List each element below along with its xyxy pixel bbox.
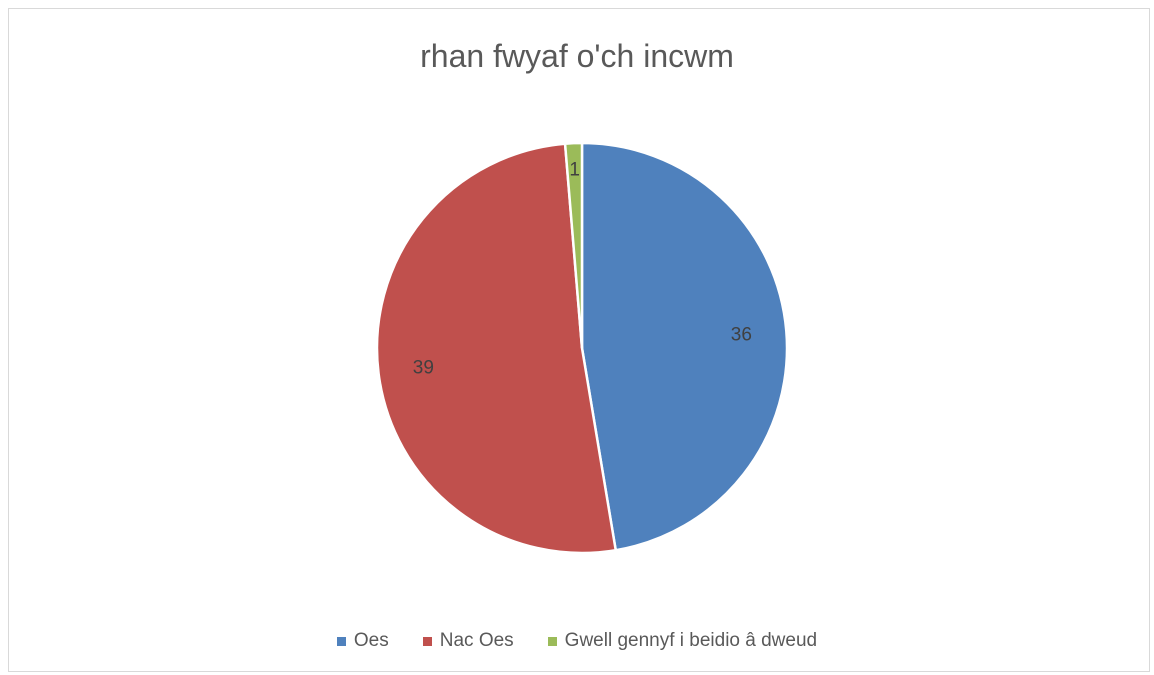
legend-label: Nac Oes [439, 630, 514, 651]
chart-title: rhan fwyaf o'ch incwm [420, 38, 734, 74]
data-label: 39 [413, 357, 434, 378]
slice-oes [580, 141, 789, 552]
slice-gwell-gennyf [563, 141, 584, 349]
legend-label: Oes [353, 630, 389, 651]
legend-label: Gwell gennyf i beidio â dweud [564, 630, 818, 651]
legend-swatch [547, 636, 557, 646]
data-label: 1 [569, 159, 580, 180]
slice-nac-oes [375, 142, 618, 555]
legend-item-nac-oes: Nac Oes [422, 630, 514, 652]
legend-swatch [336, 636, 346, 646]
data-label: 36 [731, 324, 752, 345]
legend-swatch [422, 636, 432, 646]
legend-item-gwell-gennyf: Gwell gennyf i beidio â dweud [547, 630, 818, 652]
legend: Oes Nac Oes Gwell gennyf i beidio â dweu… [0, 630, 1154, 652]
legend-item-oes: Oes [336, 630, 389, 652]
